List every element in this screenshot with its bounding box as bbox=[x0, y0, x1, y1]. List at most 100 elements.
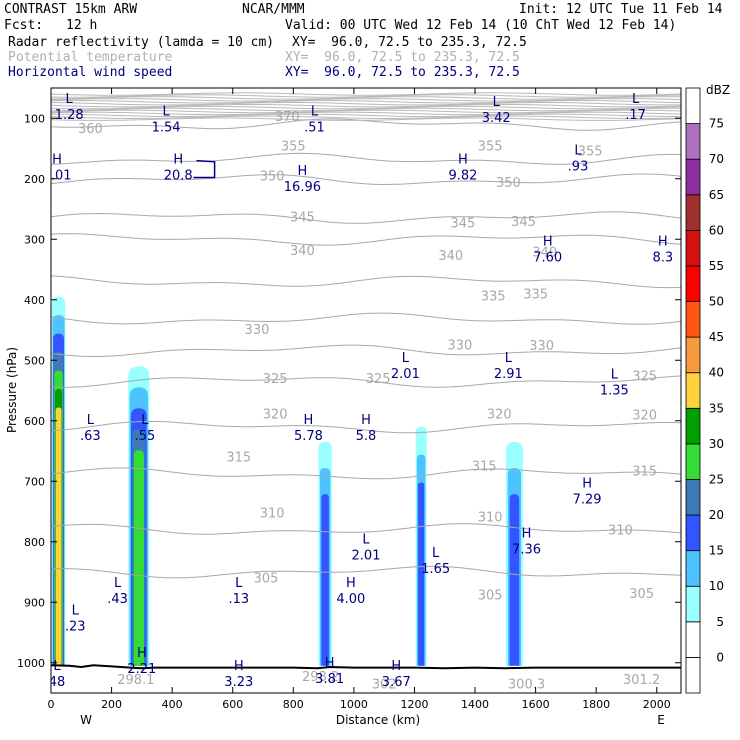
wind-extreme-value: 8.3 bbox=[652, 250, 673, 265]
theta-contour-line bbox=[51, 233, 681, 246]
theta-label: 310 bbox=[260, 507, 285, 522]
wind-extreme-letter: L bbox=[87, 413, 95, 428]
colorbar-swatch bbox=[685, 657, 701, 694]
colorbar-level-label: 75 bbox=[709, 117, 724, 131]
wind-extreme-value: 2.01 bbox=[391, 367, 420, 382]
forecast-hour: 12 h bbox=[66, 18, 98, 33]
colorbar-level-label: 45 bbox=[709, 330, 724, 344]
wind-extreme-value: 3.23 bbox=[224, 675, 253, 690]
y-tick-label: 200 bbox=[24, 173, 45, 186]
colorbar-level-label: 70 bbox=[709, 152, 724, 166]
wind-extreme-letter: L bbox=[505, 351, 513, 366]
theta-contour-line-upper bbox=[51, 117, 681, 121]
field-name-theta: Potential temperature bbox=[8, 50, 173, 65]
theta-label: 335 bbox=[523, 288, 548, 303]
colorbar-level-label: 15 bbox=[709, 544, 724, 558]
theta-contour-line-upper bbox=[51, 98, 681, 102]
valid-time: Valid: 00 UTC Wed 12 Feb 14 (10 ChT Wed … bbox=[285, 18, 677, 33]
reflectivity-band bbox=[418, 482, 425, 666]
y-tick-label: 500 bbox=[24, 354, 45, 367]
reflectivity-band bbox=[133, 450, 144, 666]
x-tick-label: 0 bbox=[48, 698, 55, 711]
theta-contour-line bbox=[51, 275, 681, 289]
y-tick-label: 900 bbox=[24, 596, 45, 609]
colorbar-swatch bbox=[685, 265, 701, 302]
theta-label: 305 bbox=[254, 571, 279, 586]
plot-background bbox=[51, 88, 681, 693]
wind-extreme-letter: H bbox=[346, 576, 356, 591]
wind-extreme-value: 4.00 bbox=[336, 592, 365, 607]
field-xy-wind: XY= 96.0, 72.5 to 235.3, 72.5 bbox=[285, 65, 520, 80]
wind-extreme-value: .43 bbox=[107, 592, 128, 607]
theta-contour-line-upper bbox=[51, 92, 681, 96]
x-tick-label: 1400 bbox=[461, 698, 489, 711]
colorbar-swatch bbox=[685, 550, 701, 587]
reflectivity-band bbox=[55, 407, 62, 666]
theta-label: 340 bbox=[290, 244, 315, 259]
colorbar-swatch bbox=[685, 301, 701, 338]
org-label: NCAR/MMM bbox=[242, 2, 305, 17]
theta-contour-line bbox=[51, 375, 681, 388]
colorbar-swatch bbox=[685, 621, 701, 658]
wind-extreme-value: 16.96 bbox=[284, 180, 321, 195]
wind-extreme-letter: L bbox=[493, 95, 501, 110]
field-xy-theta: XY= 96.0, 72.5 to 235.3, 72.5 bbox=[285, 50, 520, 65]
y-tick-label: 700 bbox=[24, 475, 45, 488]
wind-extreme-value: .63 bbox=[80, 429, 101, 444]
wind-extreme-letter: H bbox=[304, 413, 314, 428]
theta-label: 370 bbox=[275, 110, 300, 125]
wind-extreme-letter: H bbox=[522, 527, 532, 542]
wind-extreme-letter: H bbox=[234, 659, 244, 674]
colorbar: 0 5 10 15 20 25 30 35 40 45 50 55 60 65 70 75 bbox=[685, 87, 724, 694]
theta-contour-line-upper bbox=[51, 96, 681, 100]
colorbar-swatch bbox=[685, 407, 701, 445]
theta-contour-line bbox=[51, 344, 681, 357]
theta-label: 325 bbox=[632, 369, 657, 384]
y-tick-label: 100 bbox=[24, 112, 45, 125]
wind-extreme-letter: H bbox=[52, 153, 62, 168]
reflectivity-cell bbox=[505, 441, 523, 666]
colorbar-swatch bbox=[685, 194, 701, 231]
x-tick-label: 1800 bbox=[582, 698, 610, 711]
colorbar-level-label: 40 bbox=[709, 366, 724, 380]
theta-contour-line-upper bbox=[51, 115, 681, 119]
theta-contour-line-upper bbox=[51, 100, 681, 104]
wind-extreme-value: 2.01 bbox=[352, 549, 381, 564]
colorbar-level-label: 5 bbox=[716, 615, 724, 629]
wind-extreme-value: .55 bbox=[135, 429, 156, 444]
reflectivity-cell bbox=[415, 426, 427, 666]
theta-label: 305 bbox=[478, 588, 503, 603]
wind-extreme-value: 20.8 bbox=[164, 169, 193, 184]
theta-contour-line bbox=[51, 312, 681, 325]
colorbar-level-label: 55 bbox=[709, 259, 724, 273]
colorbar-swatch bbox=[685, 372, 701, 409]
wind-extreme-letter: L bbox=[53, 659, 61, 674]
wind-extreme-value: 1.54 bbox=[152, 120, 181, 135]
wind-extreme-letter: L bbox=[402, 351, 410, 366]
theta-label: 315 bbox=[226, 450, 251, 465]
y-tick-label: 400 bbox=[24, 294, 45, 307]
theta-label: 325 bbox=[263, 372, 288, 387]
wind-extreme-letter: H bbox=[325, 656, 335, 671]
axes: 0 200 400 600 800 1000 1200 1400 1600 1800 2000 100… bbox=[17, 88, 681, 711]
surface-theta-label: 301.2 bbox=[623, 673, 660, 688]
theta-contour-line-upper bbox=[51, 111, 681, 116]
surface-theta-label: 298.2 bbox=[302, 670, 339, 685]
colorbar-swatch bbox=[685, 158, 701, 196]
wind-extreme-value: 2.21 bbox=[127, 662, 156, 677]
x-end-label-west: W bbox=[80, 713, 92, 727]
wind-extreme-value: 3.67 bbox=[382, 675, 411, 690]
wind-extreme-letter: L bbox=[114, 576, 122, 591]
wind-extreme-value: 3.81 bbox=[315, 672, 344, 687]
theta-label: 350 bbox=[496, 176, 521, 191]
wind-extreme-letter: L bbox=[632, 92, 640, 107]
colorbar-swatch bbox=[685, 479, 701, 516]
colorbar-swatch bbox=[685, 229, 701, 267]
theta-contour-line-upper bbox=[51, 105, 681, 110]
theta-label: 310 bbox=[478, 510, 503, 525]
field-xy-reflectivity: XY= 96.0, 72.5 to 235.3, 72.5 bbox=[292, 35, 527, 50]
wind-speed-contour bbox=[193, 159, 216, 179]
terrain-line bbox=[51, 664, 681, 670]
theta-label: 355 bbox=[478, 139, 503, 154]
x-tick-label: 200 bbox=[101, 698, 122, 711]
